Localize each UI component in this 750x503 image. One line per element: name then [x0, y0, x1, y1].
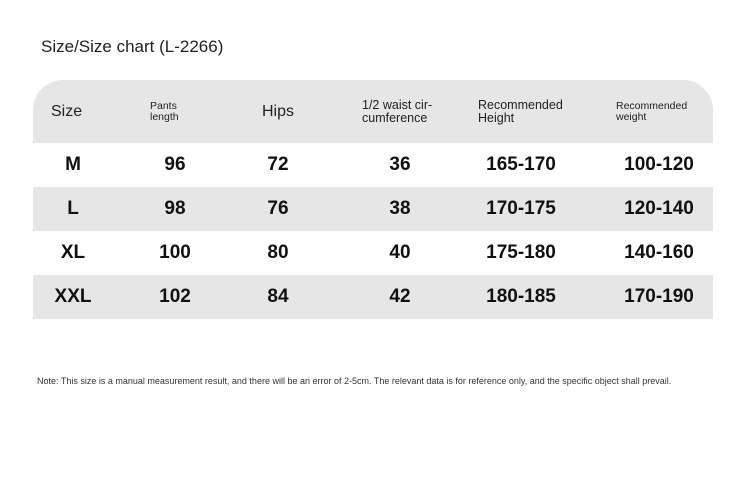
cell-hips: 72: [267, 154, 289, 175]
cell-waist: 40: [389, 242, 411, 263]
cell-height: 170-175: [486, 198, 556, 219]
header-hips: Hips: [262, 102, 295, 120]
cell-size: XXL: [54, 286, 92, 307]
cell-waist: 36: [389, 154, 411, 175]
measurement-note: Note: This size is a manual measurement …: [37, 376, 672, 386]
size-table: Size Pants length Hips 1/2 waist cir-cumf…: [33, 80, 713, 319]
header-line: cumference: [362, 110, 428, 125]
table-row: M 96 72 36 165-170 100-120: [33, 143, 713, 187]
cell-size: XL: [60, 242, 86, 263]
cell-weight: 120-140: [624, 198, 694, 219]
header-recommended-height: Recommended Height: [478, 80, 563, 143]
cell-waist: 42: [389, 286, 411, 307]
cell-hips: 80: [267, 242, 289, 263]
cell-hips: 84: [267, 286, 289, 307]
header-line: weight: [616, 110, 647, 123]
header-size: Size: [51, 102, 83, 120]
header-line: 1/2 waist cir-: [362, 98, 433, 112]
header-line: Pants: [150, 100, 177, 112]
cell-height: 180-185: [486, 286, 556, 307]
cell-height: 175-180: [486, 242, 556, 263]
cell-waist: 38: [389, 198, 411, 219]
cell-pants: 100: [159, 242, 191, 263]
cell-weight: 140-160: [624, 242, 694, 263]
table-row: XXL 102 84 42 180-185 170-190: [33, 275, 713, 319]
cell-hips: 76: [267, 198, 289, 219]
cell-weight: 100-120: [624, 154, 694, 175]
header-line: length: [150, 110, 179, 123]
cell-pants: 102: [159, 286, 191, 307]
table-row: XL 100 80 40 175-180 140-160: [33, 231, 713, 275]
cell-pants: 96: [164, 154, 186, 175]
cell-weight: 170-190: [624, 286, 694, 307]
cell-pants: 98: [164, 198, 186, 219]
header-recommended-weight: Recommended weight: [616, 80, 687, 143]
header-line: Recommended: [616, 100, 688, 112]
cell-size: L: [67, 198, 79, 219]
header-pants-length: Pants length: [150, 80, 179, 143]
cell-size: M: [65, 154, 81, 175]
header-line: Recommended: [478, 98, 563, 112]
table-row: L 98 76 38 170-175 120-140: [33, 187, 713, 231]
chart-title: Size/Size chart (L-2266): [41, 37, 224, 56]
header-waist: 1/2 waist cir-cumference: [362, 80, 432, 143]
cell-height: 165-170: [486, 154, 556, 175]
header-line: Height: [478, 110, 515, 125]
table-header: Size Pants length Hips 1/2 waist cir-cumf…: [33, 80, 713, 143]
